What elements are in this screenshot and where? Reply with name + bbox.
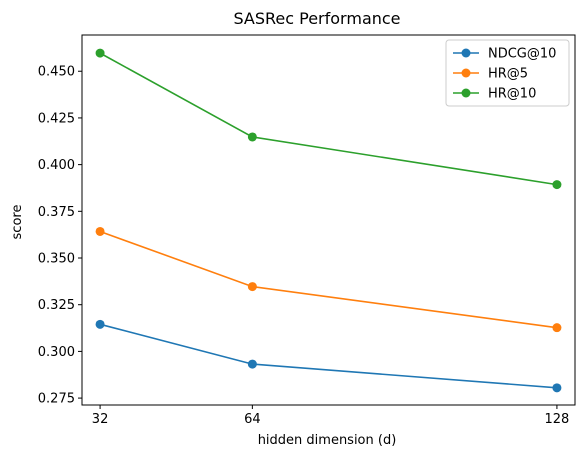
y-axis-ticks: 0.275 0.300 0.325 0.350 0.375 0.400 0.425 0.450 — [38, 65, 82, 407]
legend-swatch-marker — [461, 68, 471, 78]
y-tick-label: 0.350 — [38, 252, 75, 267]
series-1 — [95, 226, 562, 333]
data-point — [95, 48, 105, 58]
data-point — [247, 282, 257, 292]
legend-swatch-marker — [461, 88, 471, 98]
y-tick-label: 0.325 — [38, 298, 75, 313]
data-point — [247, 359, 257, 369]
x-axis-label: hidden dimension (d) — [258, 433, 397, 448]
series-layer — [95, 48, 562, 393]
data-point — [552, 180, 562, 190]
y-tick-label: 0.425 — [38, 111, 75, 126]
series-0 — [95, 319, 562, 393]
legend-label: HR@5 — [488, 67, 528, 82]
y-tick-label: 0.375 — [38, 205, 75, 220]
series-2 — [95, 48, 562, 190]
data-point — [552, 383, 562, 393]
legend-label: NDCG@10 — [488, 47, 556, 62]
y-axis-label: score — [10, 205, 25, 240]
y-tick-label: 0.300 — [38, 345, 75, 360]
series-line — [99, 230, 558, 329]
y-tick-label: 0.275 — [38, 392, 75, 407]
y-tick-label: 0.450 — [38, 65, 75, 80]
legend-item: HR@5 — [453, 67, 528, 82]
legend-item: HR@10 — [453, 87, 536, 102]
chart-title: SASRec Performance — [233, 9, 400, 28]
data-point — [552, 323, 562, 333]
data-point — [247, 132, 257, 142]
legend-label: HR@10 — [488, 87, 536, 102]
data-point — [95, 226, 105, 236]
legend-item: NDCG@10 — [453, 47, 556, 62]
x-tick-label: 128 — [545, 412, 570, 427]
x-tick-label: 32 — [92, 412, 109, 427]
series-line — [99, 323, 557, 389]
x-axis-ticks: 32 64 128 — [92, 405, 570, 427]
x-tick-label: 64 — [244, 412, 261, 427]
legend-swatch-marker — [461, 48, 471, 58]
legend: NDCG@10 HR@5 HR@10 — [445, 39, 570, 107]
legend-box — [445, 39, 570, 107]
plot-area-frame — [81, 34, 576, 406]
data-point — [95, 319, 105, 329]
y-tick-label: 0.400 — [38, 158, 75, 173]
